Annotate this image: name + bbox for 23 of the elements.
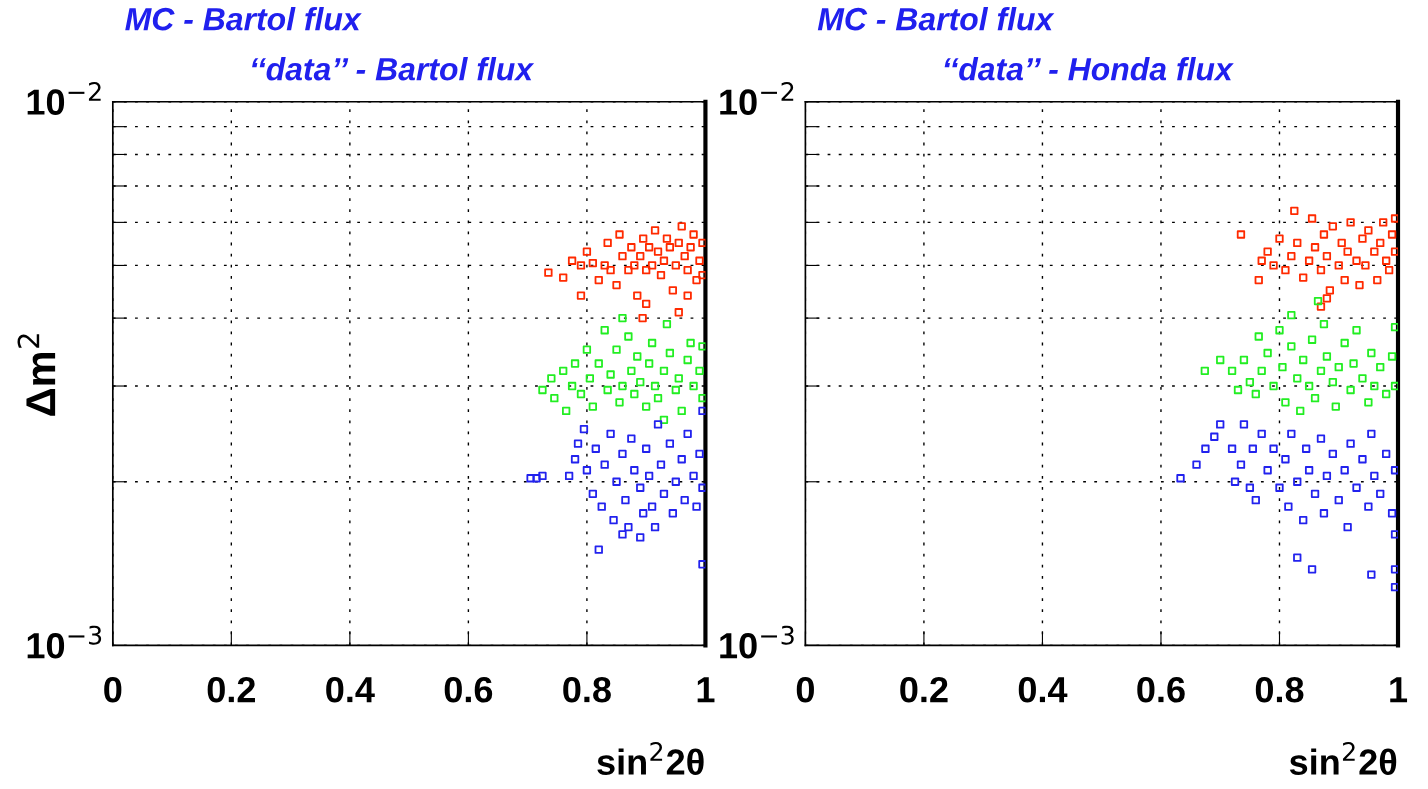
x-tick-label: 0.2 — [900, 676, 948, 703]
x-axis-title: sin$^{2}$2θ — [597, 742, 704, 775]
y-tick-label: 10$^{−3}$ — [720, 625, 794, 659]
x-tick-label: 0 — [796, 676, 814, 703]
x-tick-label: 0.6 — [444, 676, 493, 703]
x-tick-label: 0.4 — [326, 676, 375, 703]
x-axis-title: sin$^{2}$2θ — [1289, 742, 1397, 775]
y-tick-label: 10$^{−3}$ — [27, 625, 102, 659]
y-tick-label: 10$^{−2}$ — [720, 82, 794, 115]
y-tick-label: 10$^{−2}$ — [27, 82, 101, 115]
chart-subtitle: ‘‘data’’ - Bartol flux — [252, 56, 535, 81]
x-tick-label: 0.2 — [207, 676, 255, 703]
chart-title: MC - Bartol flux — [125, 6, 362, 31]
x-tick-label: 0.8 — [563, 676, 611, 703]
y-axis-title: Δm$^{2}$ — [17, 334, 56, 416]
x-tick-label: 0 — [104, 676, 122, 703]
x-tick-label: 1 — [1390, 677, 1408, 703]
x-tick-label: 0.8 — [1255, 676, 1304, 703]
x-tick-label: 1 — [697, 677, 715, 703]
x-tick-label: 0.6 — [1137, 676, 1185, 703]
chart-subtitle: ‘‘data’’ - Honda flux — [944, 56, 1234, 81]
x-tick-label: 0.4 — [1018, 676, 1068, 703]
chart-title: MC - Bartol flux — [817, 6, 1055, 31]
